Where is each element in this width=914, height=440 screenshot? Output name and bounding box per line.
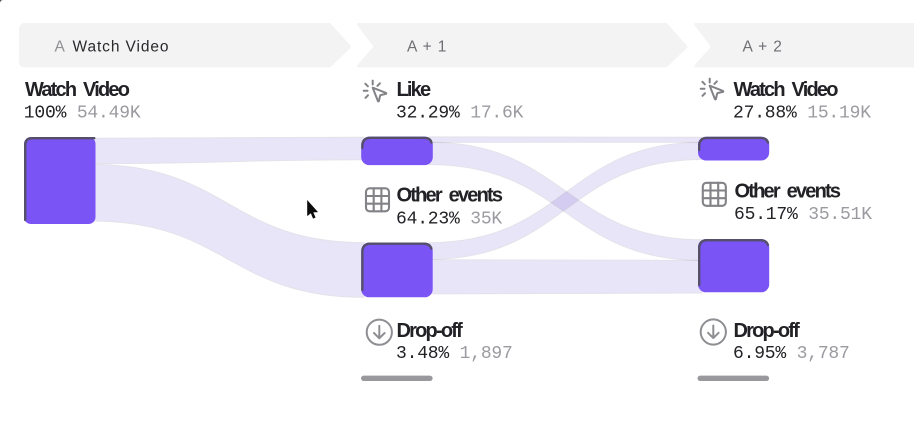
svg-text:Other events: Other events <box>397 185 503 207</box>
svg-text:32.29% 17.6K: 32.29% 17.6K <box>396 104 524 124</box>
svg-text:65.17% 35.51K: 65.17% 35.51K <box>734 205 872 225</box>
svg-text:A + 1: A + 1 <box>407 39 447 56</box>
svg-text:6.95% 3,787: 6.95% 3,787 <box>733 344 850 364</box>
svg-text:27.88% 15.19K: 27.88% 15.19K <box>733 104 871 124</box>
svg-text:Drop-off: Drop-off <box>397 320 464 342</box>
svg-text:100% 54.49K: 100% 54.49K <box>24 104 141 124</box>
svg-text:Drop-off: Drop-off <box>734 320 801 342</box>
svg-text:Watch Video: Watch Video <box>73 39 170 56</box>
svg-text:Watch Video: Watch Video <box>25 79 130 101</box>
svg-text:64.23% 35K: 64.23% 35K <box>396 210 502 230</box>
svg-text:Watch Video: Watch Video <box>734 79 839 101</box>
svg-text:Like: Like <box>397 79 431 101</box>
svg-text:A + 2: A + 2 <box>743 39 783 56</box>
svg-text:3.48% 1,897: 3.48% 1,897 <box>396 344 513 364</box>
svg-text:A: A <box>55 39 66 56</box>
svg-text:Other events: Other events <box>735 181 841 203</box>
